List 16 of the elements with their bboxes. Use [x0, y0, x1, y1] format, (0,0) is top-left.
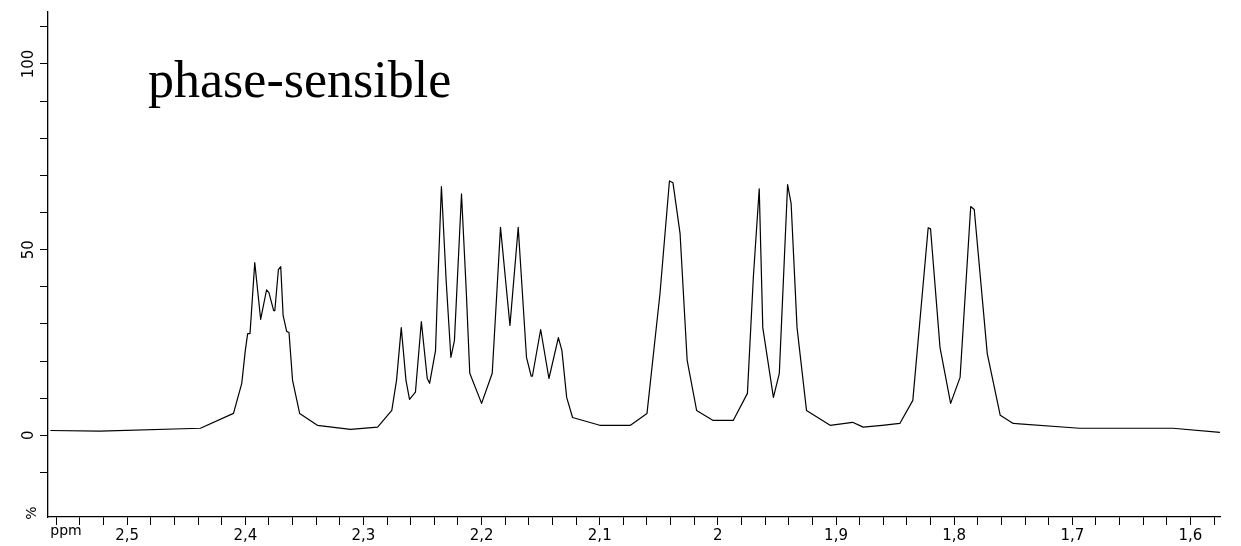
x-tick-label: 1,7 [1060, 525, 1085, 544]
x-tick-label: 2,3 [351, 525, 376, 544]
x-tick-label: 1,8 [942, 525, 967, 544]
x-tick-label: 2,2 [469, 525, 494, 544]
x-tick-label: 2,5 [115, 525, 140, 544]
text: phase-sensible [148, 51, 452, 108]
x-tick-label: 1,9 [824, 525, 848, 544]
x-tick-label: 2 [713, 525, 723, 544]
x-axis-title: ppm [50, 521, 82, 538]
x-tick-label: 2,1 [587, 525, 612, 544]
y-tick-label: 0 [18, 430, 37, 441]
y-axis-title: % [22, 506, 39, 520]
x-tick-label: 2,4 [233, 525, 258, 544]
y-tick-label: 100 [18, 49, 37, 79]
x-tick-label: 1,6 [1178, 525, 1203, 544]
y-tick-label: 50 [18, 240, 37, 260]
